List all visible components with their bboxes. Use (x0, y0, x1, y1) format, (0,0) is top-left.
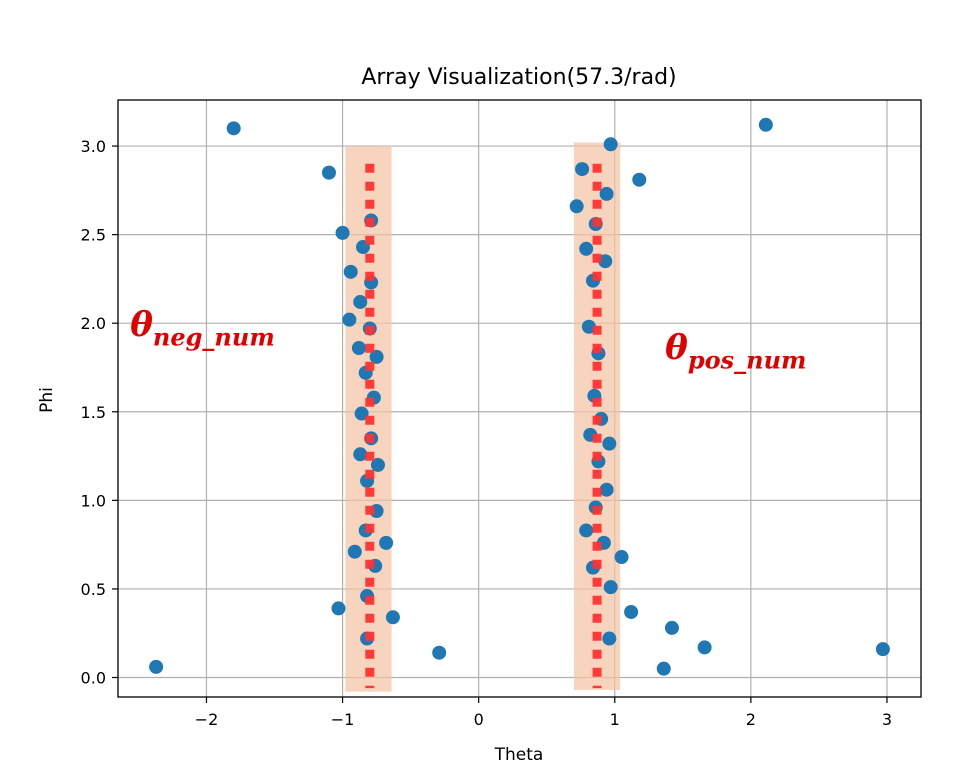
data-point (347, 544, 362, 559)
x-tick-label: 2 (746, 710, 756, 729)
data-point (353, 294, 368, 309)
x-tick-label: 1 (610, 710, 620, 729)
y-tick-label: 2.5 (81, 226, 106, 245)
data-point (632, 172, 647, 187)
dashed-lines (365, 163, 602, 689)
theta-annotation-neg: θneg_num (130, 305, 274, 352)
data-point (370, 457, 385, 472)
plot-frame (117, 99, 922, 698)
data-point (624, 604, 639, 619)
y-tick-label: 1.5 (81, 403, 106, 422)
data-point (579, 523, 594, 538)
data-point (575, 162, 590, 177)
data-point (432, 645, 447, 660)
y-tick-label: 2.0 (81, 314, 106, 333)
data-point (335, 225, 350, 240)
theta-annotations: θneg_num θpos_num (130, 305, 806, 375)
data-point (602, 436, 617, 451)
theta-subscript: neg_num (153, 323, 275, 352)
data-point (599, 186, 614, 201)
y-axis-label: Phi (37, 387, 57, 413)
y-tick-label: 0.0 (81, 669, 106, 688)
data-point (353, 447, 368, 462)
data-point (149, 659, 164, 674)
data-point (599, 482, 614, 497)
y-tick-label: 1.0 (81, 491, 106, 510)
data-point (351, 341, 366, 356)
data-point (342, 312, 357, 327)
axis-ticks: −2 −1 0 1 2 3 0.0 0.5 1.0 1.5 2.0 2.5 3.0 (81, 137, 893, 729)
data-point (603, 580, 618, 595)
data-point (581, 319, 596, 334)
data-point (354, 406, 369, 421)
data-point (602, 631, 617, 646)
y-tick-label: 0.5 (81, 580, 106, 599)
theta-symbol: θ (130, 305, 153, 345)
grid (118, 100, 921, 697)
x-tick-label: −1 (331, 710, 355, 729)
data-point (598, 254, 613, 269)
data-point (579, 241, 594, 256)
data-point (875, 642, 890, 657)
data-point (758, 117, 773, 132)
data-point (385, 610, 400, 625)
chart-title: Array Visualization(57.3/rad) (361, 65, 676, 90)
x-axis-label: Theta (494, 745, 544, 765)
x-tick-label: −2 (195, 710, 219, 729)
data-point (379, 535, 394, 550)
data-point (331, 601, 346, 616)
data-point (603, 137, 618, 152)
data-point (321, 165, 336, 180)
data-point (664, 620, 679, 635)
x-tick-label: 3 (882, 710, 892, 729)
data-point (343, 264, 358, 279)
x-tick-label: 0 (474, 710, 484, 729)
data-point (226, 121, 241, 136)
data-point (569, 199, 584, 214)
y-tick-label: 3.0 (81, 137, 106, 156)
theta-symbol: θ (665, 328, 688, 368)
data-point (697, 640, 712, 655)
data-point (369, 349, 384, 364)
theta-annotation-pos: θpos_num (665, 328, 806, 375)
data-point (614, 550, 629, 565)
theta-subscript: pos_num (688, 346, 807, 375)
data-point (656, 661, 671, 676)
